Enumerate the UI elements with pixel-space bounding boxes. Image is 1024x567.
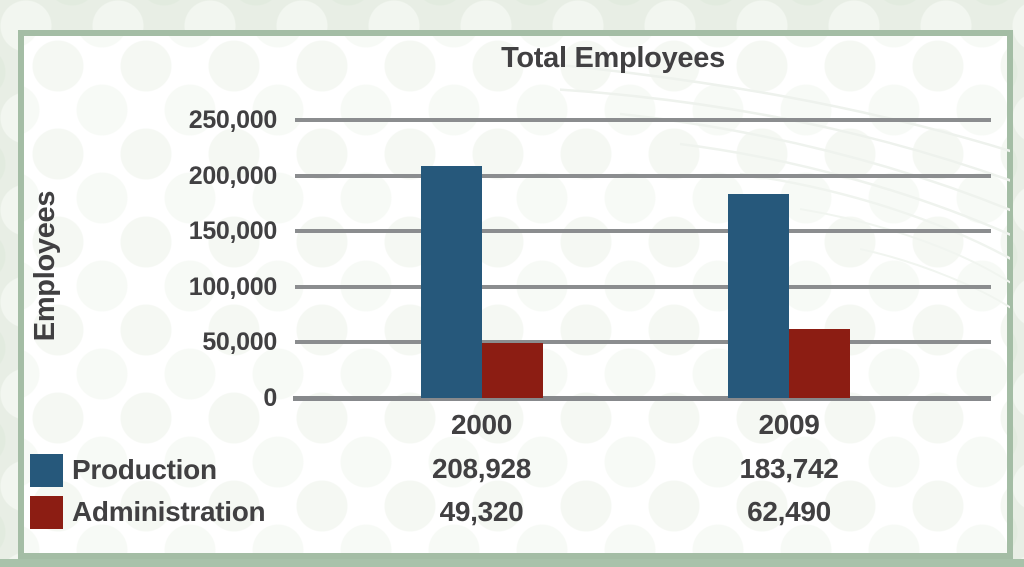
page-bottom-strip [0, 559, 1024, 567]
value-administration-2009: 62,490 [747, 496, 831, 527]
y-tick-label: 150,000 [188, 217, 278, 246]
bar-production-2009 [728, 193, 789, 398]
y-tick-label: 0 [263, 384, 277, 412]
x-axis-baseline [293, 395, 991, 401]
legend-label-administration: Administration [72, 496, 266, 527]
production-swatch-icon [30, 454, 63, 487]
y-tick-label: 50,000 [202, 328, 277, 357]
category-label-2009: 2009 [758, 409, 820, 440]
gridline [295, 118, 991, 122]
legend-label-production: Production [72, 454, 217, 485]
administration-swatch-icon [30, 496, 63, 529]
gridline [295, 229, 991, 234]
value-production-2009: 183,742 [739, 453, 839, 484]
bar-administration-2000 [481, 343, 543, 398]
value-administration-2000: 49,320 [439, 496, 524, 527]
gridline [295, 340, 991, 345]
y-tick-label: 250,000 [188, 106, 278, 134]
gridline [295, 284, 991, 289]
chart-title: Total Employees [501, 42, 725, 74]
gridline [295, 173, 991, 178]
value-production-2000: 208,928 [431, 453, 532, 484]
bar-production-2000 [420, 165, 482, 398]
y-axis-label: Employees [29, 190, 61, 342]
y-tick-label: 200,000 [188, 161, 278, 190]
bar-administration-2009 [789, 328, 850, 398]
category-label-2000: 2000 [450, 409, 513, 440]
y-tick-label: 100,000 [188, 272, 278, 301]
